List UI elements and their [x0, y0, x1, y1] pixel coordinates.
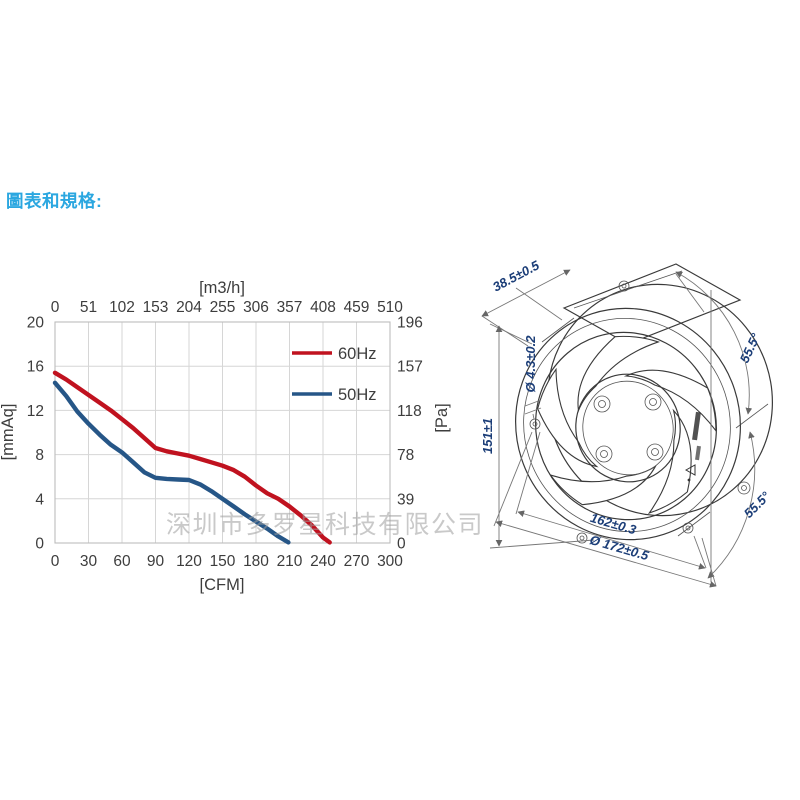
- bottom-tick-label: 150: [210, 553, 236, 570]
- airflow-pressure-chart: [m3/h] [mmAq] [Pa] [CFM] 0 51 102 153 204 255…: [0, 279, 451, 594]
- top-tick-label: 255: [210, 299, 236, 316]
- right-tick-label: 118: [397, 403, 422, 420]
- top-tick-label: 459: [344, 299, 370, 316]
- left-tick-label: 16: [27, 359, 44, 376]
- fan-technical-drawing: 38.5±0.5 151±1 Ø 4.3±0.2 55.5° 55.5°: [480, 257, 774, 588]
- left-tick-label: 12: [27, 403, 44, 420]
- top-axis-title: [m3/h]: [199, 279, 245, 297]
- series-curve-50Hz: [52, 380, 291, 545]
- plot-border: [54, 321, 391, 544]
- bottom-axis-title: [CFM]: [200, 576, 245, 594]
- left-tick-label: 20: [27, 315, 45, 332]
- hub-screw: [593, 395, 611, 413]
- hub-screw: [644, 393, 662, 411]
- bottom-tick-label: 120: [176, 553, 202, 570]
- frame-edge-line: [735, 403, 769, 429]
- top-tick-label: 357: [277, 299, 303, 316]
- dim-angle-bottom: 55.5°: [707, 431, 774, 579]
- series-curve-60Hz: [52, 370, 332, 545]
- hub-screw: [595, 445, 613, 463]
- bottom-tick-label: 90: [147, 553, 165, 570]
- top-tick-label: 306: [243, 299, 269, 316]
- top-tick-label: 153: [143, 299, 169, 316]
- page-title: 圖表和規格:: [6, 191, 103, 211]
- right-tick-label: 157: [397, 359, 423, 376]
- legend-label-60Hz: 60Hz: [338, 345, 377, 363]
- dim-hole-diameter: Ø 4.3±0.2: [523, 335, 542, 420]
- legend-label-50Hz: 50Hz: [338, 386, 377, 404]
- hub-screw: [646, 443, 664, 461]
- right-tick-label: 78: [397, 447, 414, 464]
- fan-top-flange: [562, 263, 742, 345]
- svg-text:Ø 4.3±0.2: Ø 4.3±0.2: [523, 335, 538, 393]
- right-tick-label: 0: [397, 536, 406, 553]
- fan-blade: [647, 408, 692, 514]
- left-axis-title: [mmAq]: [0, 404, 17, 461]
- top-tick-label: 204: [176, 299, 202, 316]
- left-tick-label: 0: [35, 536, 44, 553]
- bottom-tick-label: 300: [377, 553, 403, 570]
- top-tick-label: 0: [51, 299, 60, 316]
- top-tick-label: 408: [310, 299, 336, 316]
- right-axis-title: [Pa]: [433, 403, 451, 432]
- fan-side-marking: [684, 411, 701, 482]
- top-tick-label: 51: [80, 299, 97, 316]
- bottom-tick-label: 0: [51, 553, 60, 570]
- bottom-tick-label: 210: [277, 553, 303, 570]
- top-tick-label: 510: [377, 299, 403, 316]
- company-watermark: 深圳市多罗星科技有限公司: [166, 511, 485, 539]
- left-tick-label: 4: [35, 491, 44, 508]
- left-tick-label: 8: [35, 447, 44, 464]
- bottom-tick-label: 240: [310, 553, 336, 570]
- right-tick-label: 196: [397, 315, 423, 332]
- top-tick-label: 102: [109, 299, 135, 316]
- fan-impeller: [519, 322, 717, 525]
- right-tick-label: 39: [397, 491, 414, 508]
- frame-edge-line: [541, 317, 575, 343]
- svg-text:151±1: 151±1: [480, 418, 495, 454]
- bottom-tick-label: 180: [243, 553, 269, 570]
- bottom-tick-label: 60: [113, 553, 131, 570]
- svg-text:Ø 172±0.5: Ø 172±0.5: [588, 532, 651, 563]
- bottom-tick-label: 270: [344, 553, 370, 570]
- svg-text:55.5°: 55.5°: [741, 488, 774, 521]
- fan-hub: [575, 373, 681, 483]
- bottom-tick-label: 30: [80, 553, 98, 570]
